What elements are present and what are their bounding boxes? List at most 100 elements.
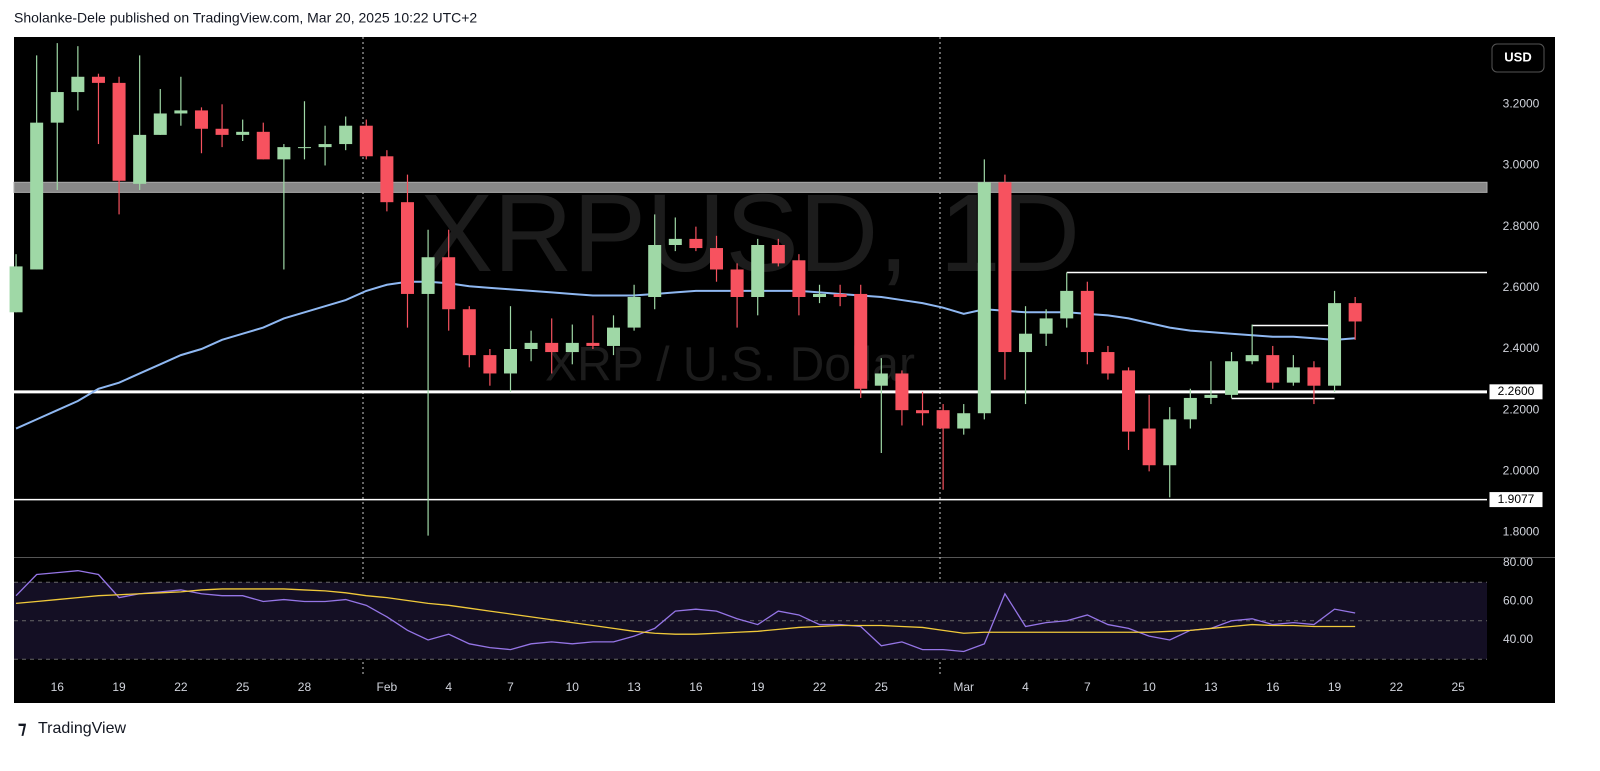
candle-body [792, 260, 806, 297]
candle-body [771, 245, 785, 264]
candle-body [668, 238, 682, 245]
level-label: 2.2600 [1498, 384, 1535, 398]
candle-body [442, 257, 456, 310]
x-tick-label: 25 [236, 680, 250, 694]
candle-body [1142, 428, 1156, 466]
x-tick-label: 4 [1022, 680, 1029, 694]
x-tick-label: 28 [298, 680, 312, 694]
candle-body [1039, 318, 1053, 334]
candle-body [813, 293, 827, 297]
candle-body [215, 128, 229, 135]
x-tick-label: 13 [627, 680, 641, 694]
x-tick-label: 13 [1204, 680, 1218, 694]
candle-body [462, 309, 476, 356]
candle-body [483, 355, 497, 374]
candle-body [565, 342, 579, 353]
candle-body [524, 342, 538, 349]
candle-body [998, 182, 1012, 353]
candle-body [936, 410, 950, 429]
y-tick-label: 2.4000 [1503, 341, 1540, 355]
candle-body [854, 293, 868, 389]
candle-body [689, 238, 703, 249]
rsi-line [15, 570, 1356, 653]
x-tick-label: 10 [566, 680, 580, 694]
resistance-zone [13, 181, 1488, 193]
x-tick-label: 22 [813, 680, 827, 694]
candle-body [1163, 419, 1177, 466]
moving-average [15, 280, 1356, 430]
candle-body [730, 269, 744, 297]
candle-body [1080, 290, 1094, 353]
candle-body [751, 245, 765, 297]
level-tag [1488, 383, 1544, 401]
x-tick-label: 16 [689, 680, 703, 694]
level-tag [1488, 491, 1544, 509]
candle-body [1328, 303, 1342, 386]
candle-body [545, 342, 559, 353]
candle-body [957, 413, 971, 429]
candle-body [916, 410, 930, 414]
candle-body [1019, 333, 1033, 353]
candle-body [977, 182, 991, 414]
footer: TradingView [38, 720, 126, 737]
candle-body [586, 342, 600, 346]
candle-body [710, 248, 724, 270]
x-tick-label: 7 [1084, 680, 1091, 694]
candle-body [339, 125, 353, 145]
y-tick-label: 2.8000 [1503, 219, 1540, 233]
button-frame[interactable] [1491, 43, 1545, 73]
candle-body [627, 297, 641, 328]
candle-body [1183, 397, 1197, 420]
candle-body [30, 122, 44, 270]
candle-body [380, 156, 394, 203]
candle-body [607, 327, 621, 346]
x-tick-label: Feb [377, 680, 398, 694]
x-tick-label: 19 [1328, 680, 1342, 694]
button-label[interactable]: USD [1504, 49, 1531, 64]
candle-body [895, 373, 909, 411]
x-tick-label: 4 [445, 680, 452, 694]
candle-body [112, 82, 126, 181]
x-tick-label: Mar [953, 680, 974, 694]
rsi-tick-label: 60.00 [1503, 594, 1533, 608]
y-tick-label: 2.0000 [1503, 464, 1540, 478]
candle-body [503, 349, 517, 374]
candle-body [1286, 367, 1300, 383]
candle-body [1225, 361, 1239, 395]
candle-body [194, 110, 208, 129]
x-tick-label: 7 [507, 680, 514, 694]
candle-body [153, 113, 167, 135]
watermark-subtitle: XRP / U.S. Dollar [545, 339, 915, 392]
candle-body [256, 131, 270, 160]
candle-body [1122, 370, 1136, 432]
x-tick-label: 22 [174, 680, 188, 694]
x-tick-label: 19 [112, 680, 126, 694]
candle-body [236, 131, 250, 135]
y-tick-label: 3.0000 [1503, 158, 1540, 172]
candle-body [71, 76, 85, 93]
candle-body [1101, 352, 1115, 374]
candle-body [50, 92, 64, 123]
x-tick-label: 22 [1390, 680, 1404, 694]
candle-body [833, 293, 847, 297]
candle-body [9, 266, 23, 313]
x-tick-label: 19 [751, 680, 765, 694]
rsi-tick-label: 80.00 [1503, 555, 1533, 569]
candle-body [91, 76, 105, 83]
x-tick-label: 16 [1266, 680, 1280, 694]
candle-body [400, 202, 414, 294]
usd-button[interactable]: USD [1491, 43, 1545, 73]
candle-body [1348, 303, 1362, 322]
candle-body [648, 245, 662, 297]
header: Sholanke-Dele published on TradingView.c… [14, 10, 477, 26]
candle-body [1307, 367, 1321, 386]
x-tick-label: 16 [51, 680, 65, 694]
candle-body [297, 147, 311, 149]
y-tick-label: 3.2000 [1503, 96, 1540, 110]
rsi-line [15, 588, 1356, 635]
x-tick-label: 25 [1451, 680, 1465, 694]
y-tick-label: 1.8000 [1503, 525, 1540, 539]
x-tick-label: 10 [1142, 680, 1156, 694]
